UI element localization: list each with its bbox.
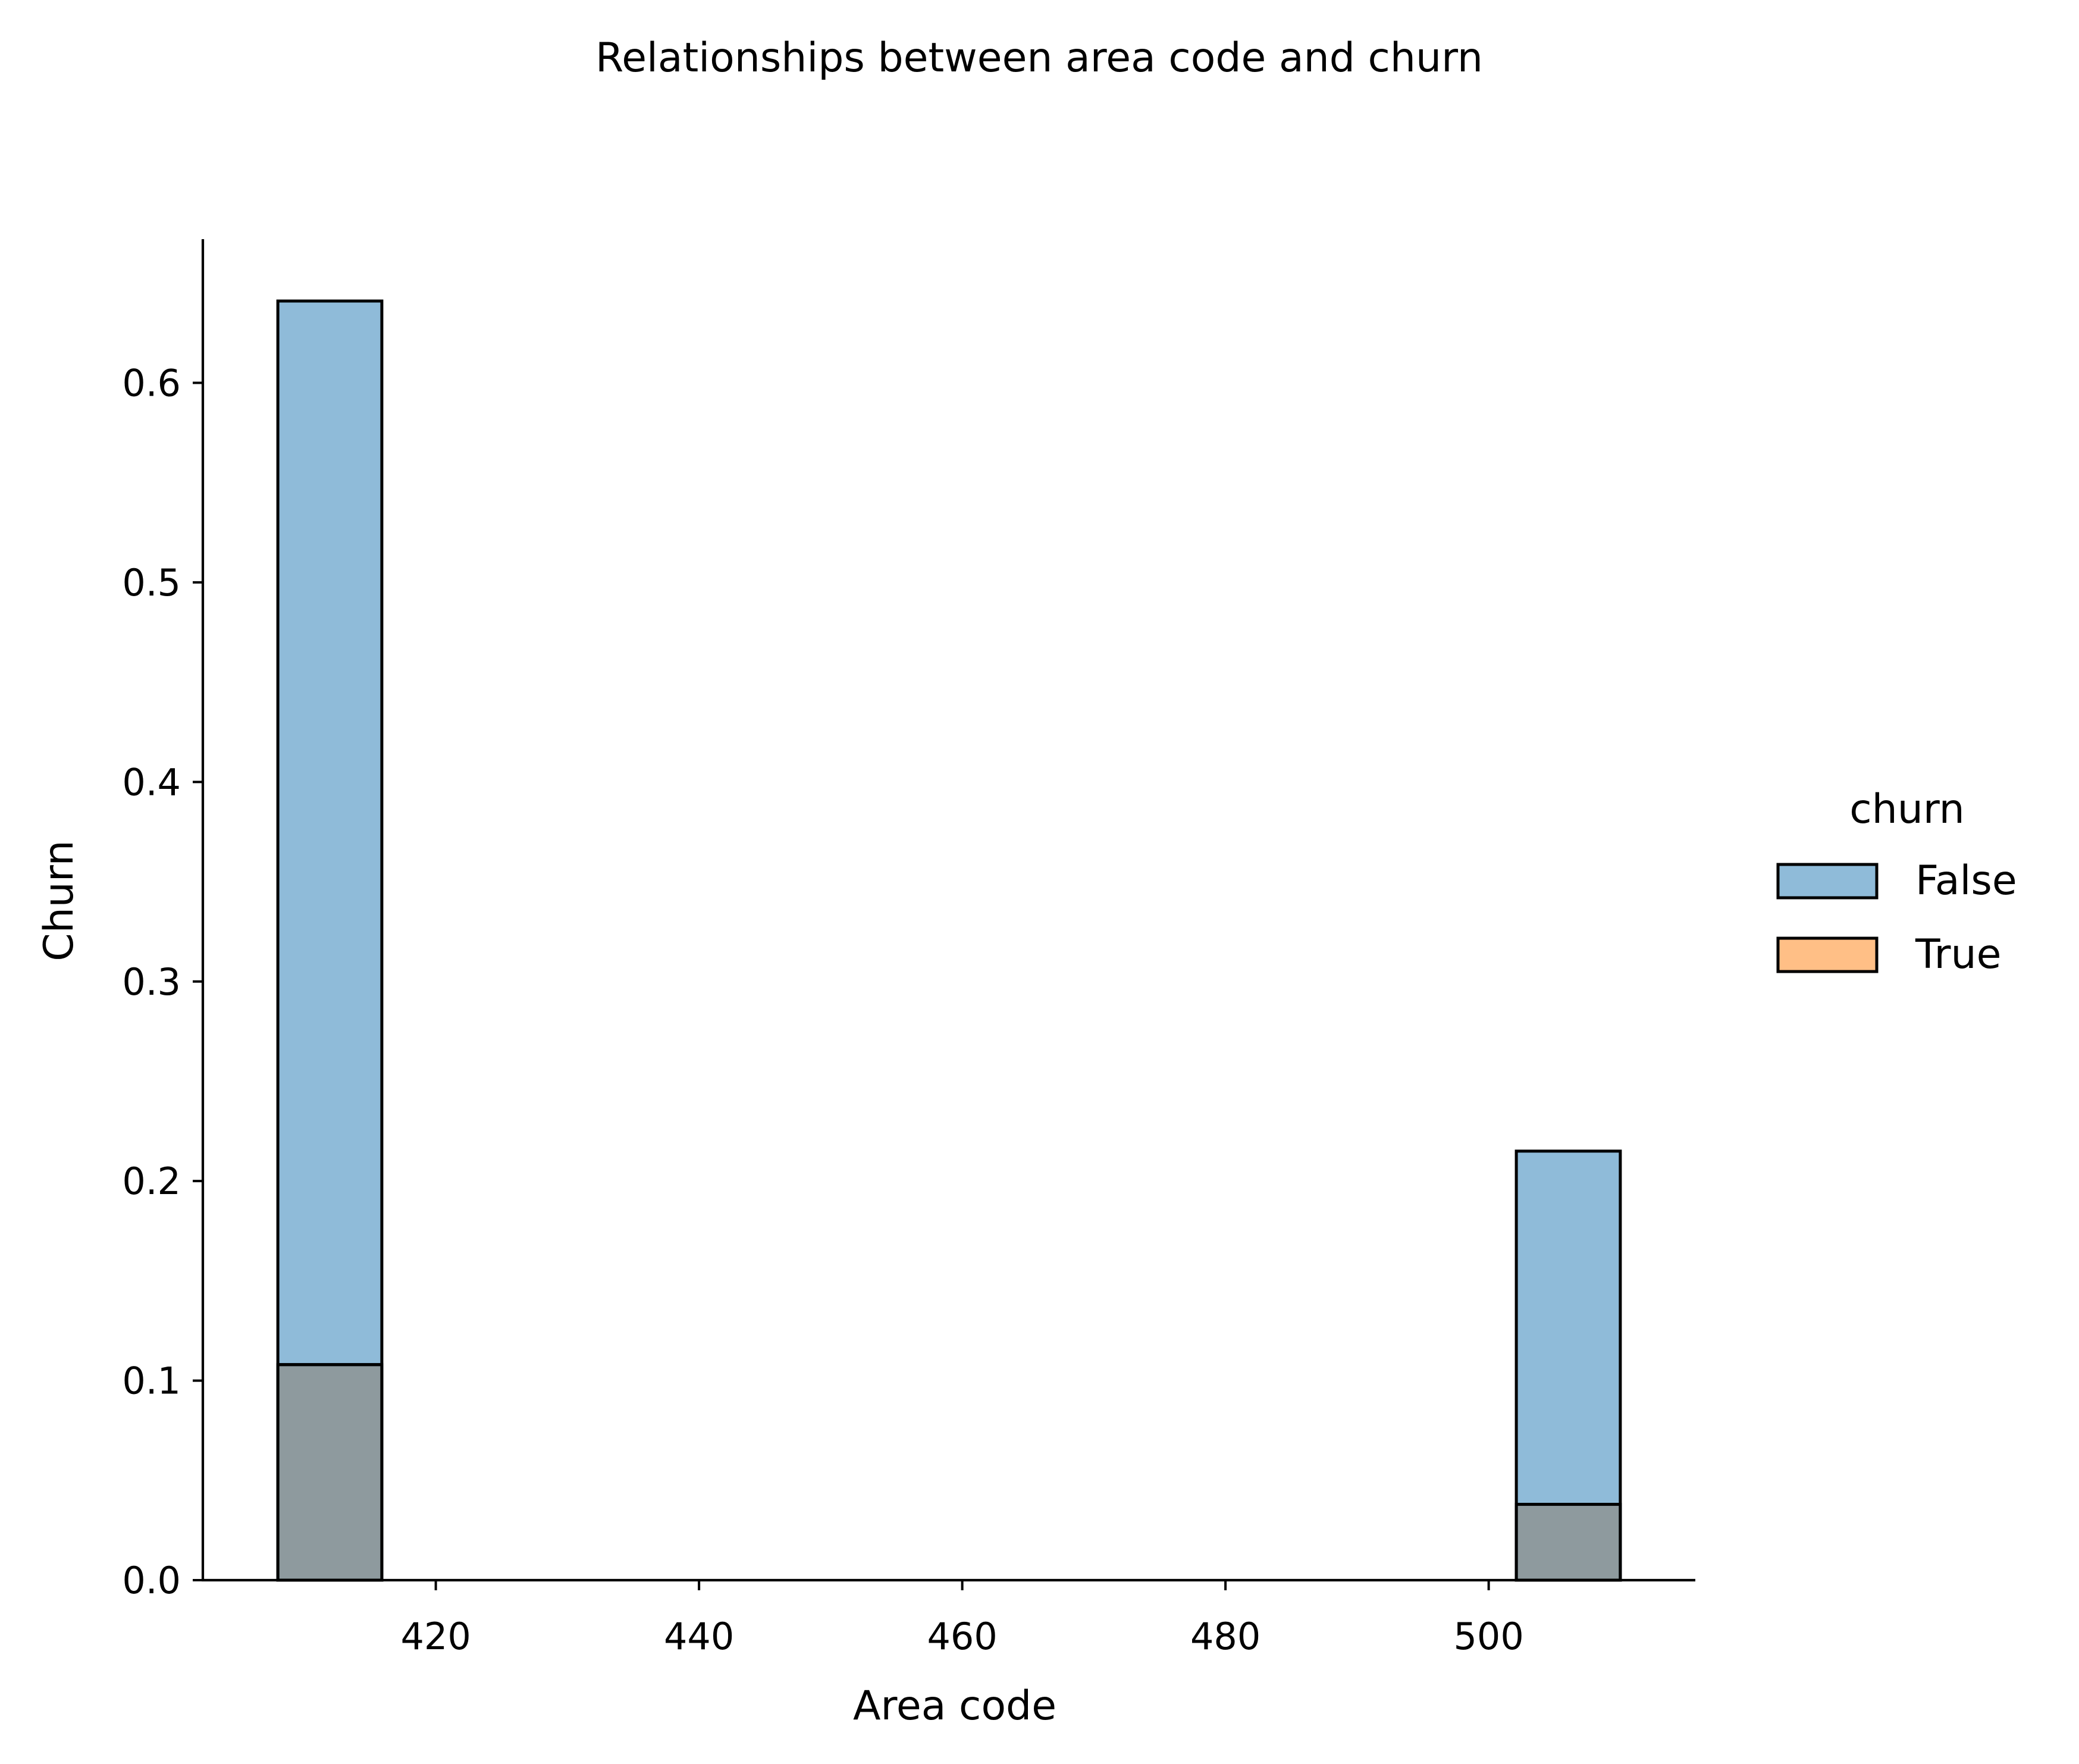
x-tick-label-2: 460 xyxy=(927,1615,997,1658)
x-axis-label: Area code xyxy=(853,1682,1056,1729)
x-tick-label-1: 440 xyxy=(664,1615,734,1658)
y-tick-label-3: 0.3 xyxy=(122,960,181,1004)
x-tick-label-3: 480 xyxy=(1190,1615,1260,1658)
y-ticks: 0.0 0.1 0.2 0.3 0.4 0.5 0.6 xyxy=(122,362,203,1602)
bar-overlap-0 xyxy=(276,1363,384,1582)
bar-overlap-1 xyxy=(1514,1503,1622,1582)
chart-title: Relationships between area code and chur… xyxy=(595,35,1483,82)
y-tick-label-2: 0.2 xyxy=(122,1160,181,1203)
legend-title: churn xyxy=(1849,786,1964,833)
y-tick-label-5: 0.5 xyxy=(122,561,181,604)
axes-layer xyxy=(201,239,1695,1582)
x-tick-label-4: 500 xyxy=(1453,1615,1523,1658)
legend-label-true: True xyxy=(1915,931,2001,978)
legend-swatch-true xyxy=(1776,936,1879,973)
legend-label-false: False xyxy=(1915,857,2017,904)
bars-layer xyxy=(276,299,1622,1582)
legend: churn False True xyxy=(1776,786,2017,978)
x-ticks: 420 440 460 480 500 xyxy=(400,1580,1524,1658)
y-tick-label-0: 0.0 xyxy=(122,1559,181,1602)
y-tick-label-4: 0.4 xyxy=(122,760,181,804)
y-tick-label-1: 0.1 xyxy=(122,1359,181,1403)
y-axis-label: Churn xyxy=(36,840,83,961)
legend-swatch-false xyxy=(1776,863,1879,900)
legend-items: False True xyxy=(1776,857,2017,978)
x-tick-label-0: 420 xyxy=(400,1615,471,1658)
y-tick-label-6: 0.6 xyxy=(122,362,181,405)
